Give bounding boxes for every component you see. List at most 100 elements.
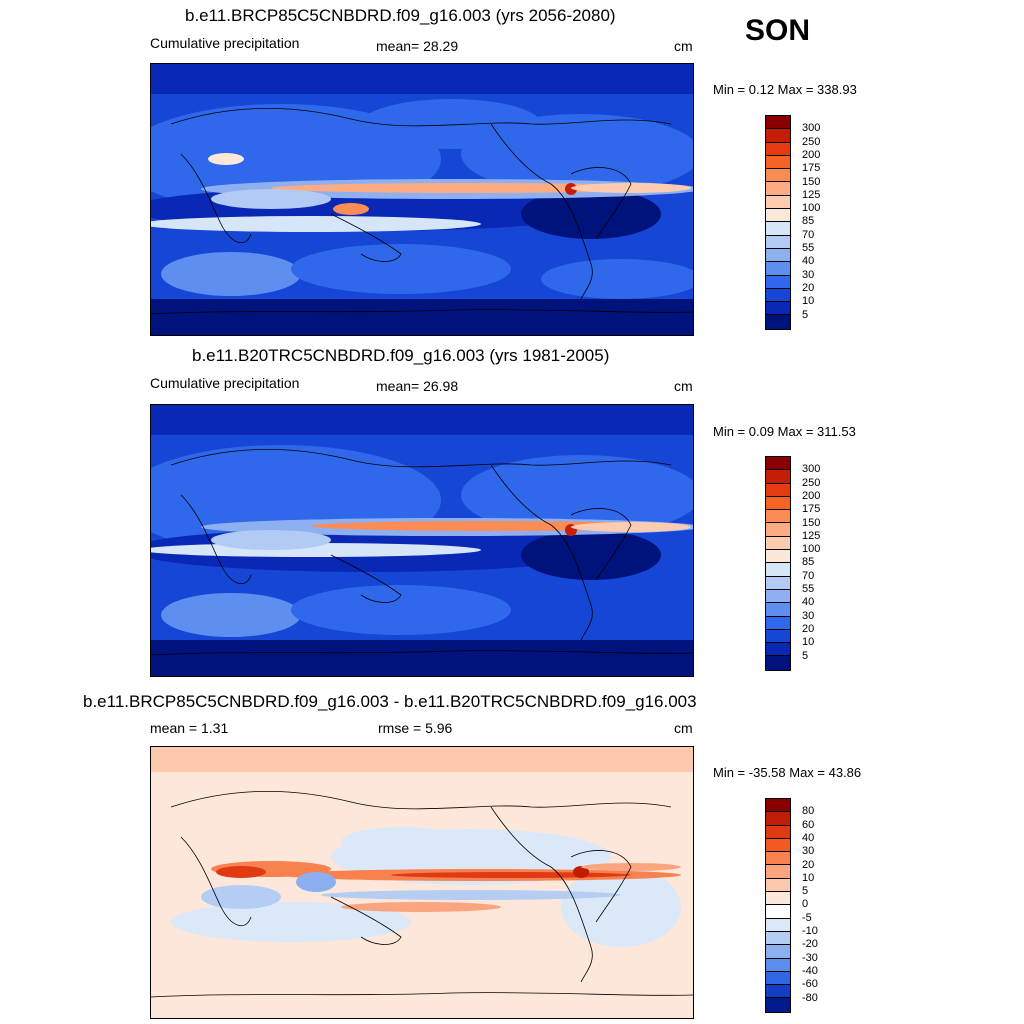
colorbar-tick-label: 5	[802, 308, 809, 321]
colorbar-tick-label: 85	[802, 556, 815, 569]
colorbar-tick-label: 100	[802, 543, 821, 556]
precip-map-historical	[150, 404, 694, 677]
colorbar-swatch	[766, 629, 790, 644]
colorbar-tick-label: -80	[802, 991, 818, 1004]
diff-mean-value: mean = 1.31	[150, 720, 229, 736]
colorbar-tick-label: 10	[802, 636, 815, 649]
colorbar-tick-label: 85	[802, 215, 815, 228]
colorbar-swatch	[766, 892, 790, 906]
panel-title-future: b.e11.BRCP85C5CNBDRD.f09_g16.003 (yrs 20…	[185, 6, 616, 25]
colorbar-swatch	[766, 643, 790, 657]
min-max-readout: Min = 0.12 Max = 338.93	[713, 82, 857, 97]
colorbar-tick-label: 5	[802, 649, 809, 662]
colorbar-swatch	[766, 302, 790, 316]
colorbar-swatch	[766, 931, 790, 946]
colorbar-swatch	[766, 878, 790, 893]
colorbar-tick-label: 200	[802, 148, 821, 161]
colorbar-tick-label: 100	[802, 202, 821, 215]
colorbar-swatch	[766, 222, 790, 236]
colorbar-tick-label: 250	[802, 135, 821, 148]
units-label: cm	[674, 378, 693, 394]
colorbar-tick-label: 20	[802, 281, 815, 294]
colorbar-swatch	[766, 129, 790, 143]
colorbar-swatch	[766, 799, 790, 813]
colorbar-tick-label: 20	[802, 622, 815, 635]
panel-title-historical: b.e11.B20TRC5CNBDRD.f09_g16.003 (yrs 198…	[192, 346, 610, 365]
mean-value: mean= 28.29	[376, 38, 459, 54]
colorbar-difference	[765, 798, 791, 1013]
colorbar-tick-label: 300	[802, 463, 821, 476]
colorbar-swatch	[766, 905, 790, 919]
colorbar-swatch	[766, 182, 790, 196]
colorbar-tick-label: 70	[802, 569, 815, 582]
colorbar-tick-label: 55	[802, 242, 815, 254]
colorbar-swatch	[766, 275, 790, 289]
colorbar-swatch	[766, 155, 790, 170]
colorbar-swatch	[766, 971, 790, 986]
colorbar-tick-label: 10	[802, 871, 815, 884]
min-max-readout: Min = 0.09 Max = 311.53	[713, 424, 856, 439]
colorbar-tick-label: 30	[802, 268, 815, 281]
colorbar-tick-label: 300	[802, 122, 821, 135]
season-label: SON	[745, 14, 811, 47]
colorbar-swatch	[766, 852, 790, 866]
colorbar-tick-label: 175	[802, 503, 821, 516]
units-label: cm	[674, 38, 693, 54]
colorbar-swatch	[766, 288, 790, 303]
colorbar-swatch	[766, 945, 790, 959]
colorbar-swatch	[766, 142, 790, 156]
precip-difference-map	[150, 746, 694, 1019]
min-max-readout: Min = -35.58 Max = 43.86	[713, 765, 862, 780]
colorbar-swatch	[766, 589, 790, 604]
colorbar-swatch	[766, 483, 790, 497]
mean-value: mean= 26.98	[376, 378, 459, 394]
colorbar-swatch	[766, 315, 790, 329]
colorbar-tick-label: 55	[802, 583, 815, 595]
precip-map-future	[150, 63, 694, 336]
colorbar-tick-label: 5	[802, 885, 809, 898]
colorbar-swatch	[766, 116, 790, 130]
colorbar-swatch	[766, 169, 790, 183]
colorbar-tick-label: 10	[802, 295, 815, 308]
colorbar-swatch	[766, 656, 790, 670]
colorbar-tick-label: 40	[802, 831, 815, 844]
colorbar-swatch	[766, 985, 790, 999]
colorbar-swatch	[766, 496, 790, 511]
colorbar-tick-label: 60	[802, 818, 815, 831]
colorbar-swatch	[766, 523, 790, 537]
colorbar-swatch	[766, 838, 790, 853]
colorbar-swatch	[766, 998, 790, 1012]
colorbar-tick-label: 175	[802, 162, 821, 175]
colorbar-swatch	[766, 536, 790, 551]
colorbar-swatch	[766, 563, 790, 577]
colorbar-tick-label: 80	[802, 805, 815, 818]
colorbar-tick-label: 125	[802, 529, 821, 542]
colorbar-swatch	[766, 510, 790, 524]
colorbar-historical	[765, 456, 791, 671]
colorbar-swatch	[766, 603, 790, 617]
colorbar-swatch	[766, 616, 790, 630]
colorbar-tick-label: -60	[802, 978, 818, 991]
colorbar-tick-label: -5	[802, 911, 812, 924]
colorbar-swatch	[766, 470, 790, 484]
colorbar-tick-label: 150	[802, 175, 821, 188]
colorbar-tick-label: 125	[802, 188, 821, 201]
colorbar-tick-label: 0	[802, 898, 809, 911]
colorbar-swatch	[766, 248, 790, 263]
colorbar-tick-label: -10	[802, 925, 818, 937]
colorbar-tick-label: 200	[802, 489, 821, 502]
colorbar-tick-label: -40	[802, 964, 818, 977]
colorbar-tick-label: 30	[802, 609, 815, 622]
colorbar-swatch	[766, 865, 790, 879]
colorbar-tick-label: 20	[802, 858, 815, 871]
panel-title-difference: b.e11.BRCP85C5CNBDRD.f09_g16.003 - b.e11…	[83, 692, 697, 711]
colorbar-swatch	[766, 825, 790, 839]
colorbar-swatch	[766, 209, 790, 223]
colorbar-tick-label: 150	[802, 516, 821, 529]
colorbar-swatch	[766, 576, 790, 590]
colorbar-tick-label: -20	[802, 938, 818, 951]
colorbar-tick-label: 40	[802, 596, 815, 609]
colorbar-tick-label: 70	[802, 228, 815, 241]
colorbar-tick-label: 250	[802, 476, 821, 489]
colorbar-future	[765, 115, 791, 330]
